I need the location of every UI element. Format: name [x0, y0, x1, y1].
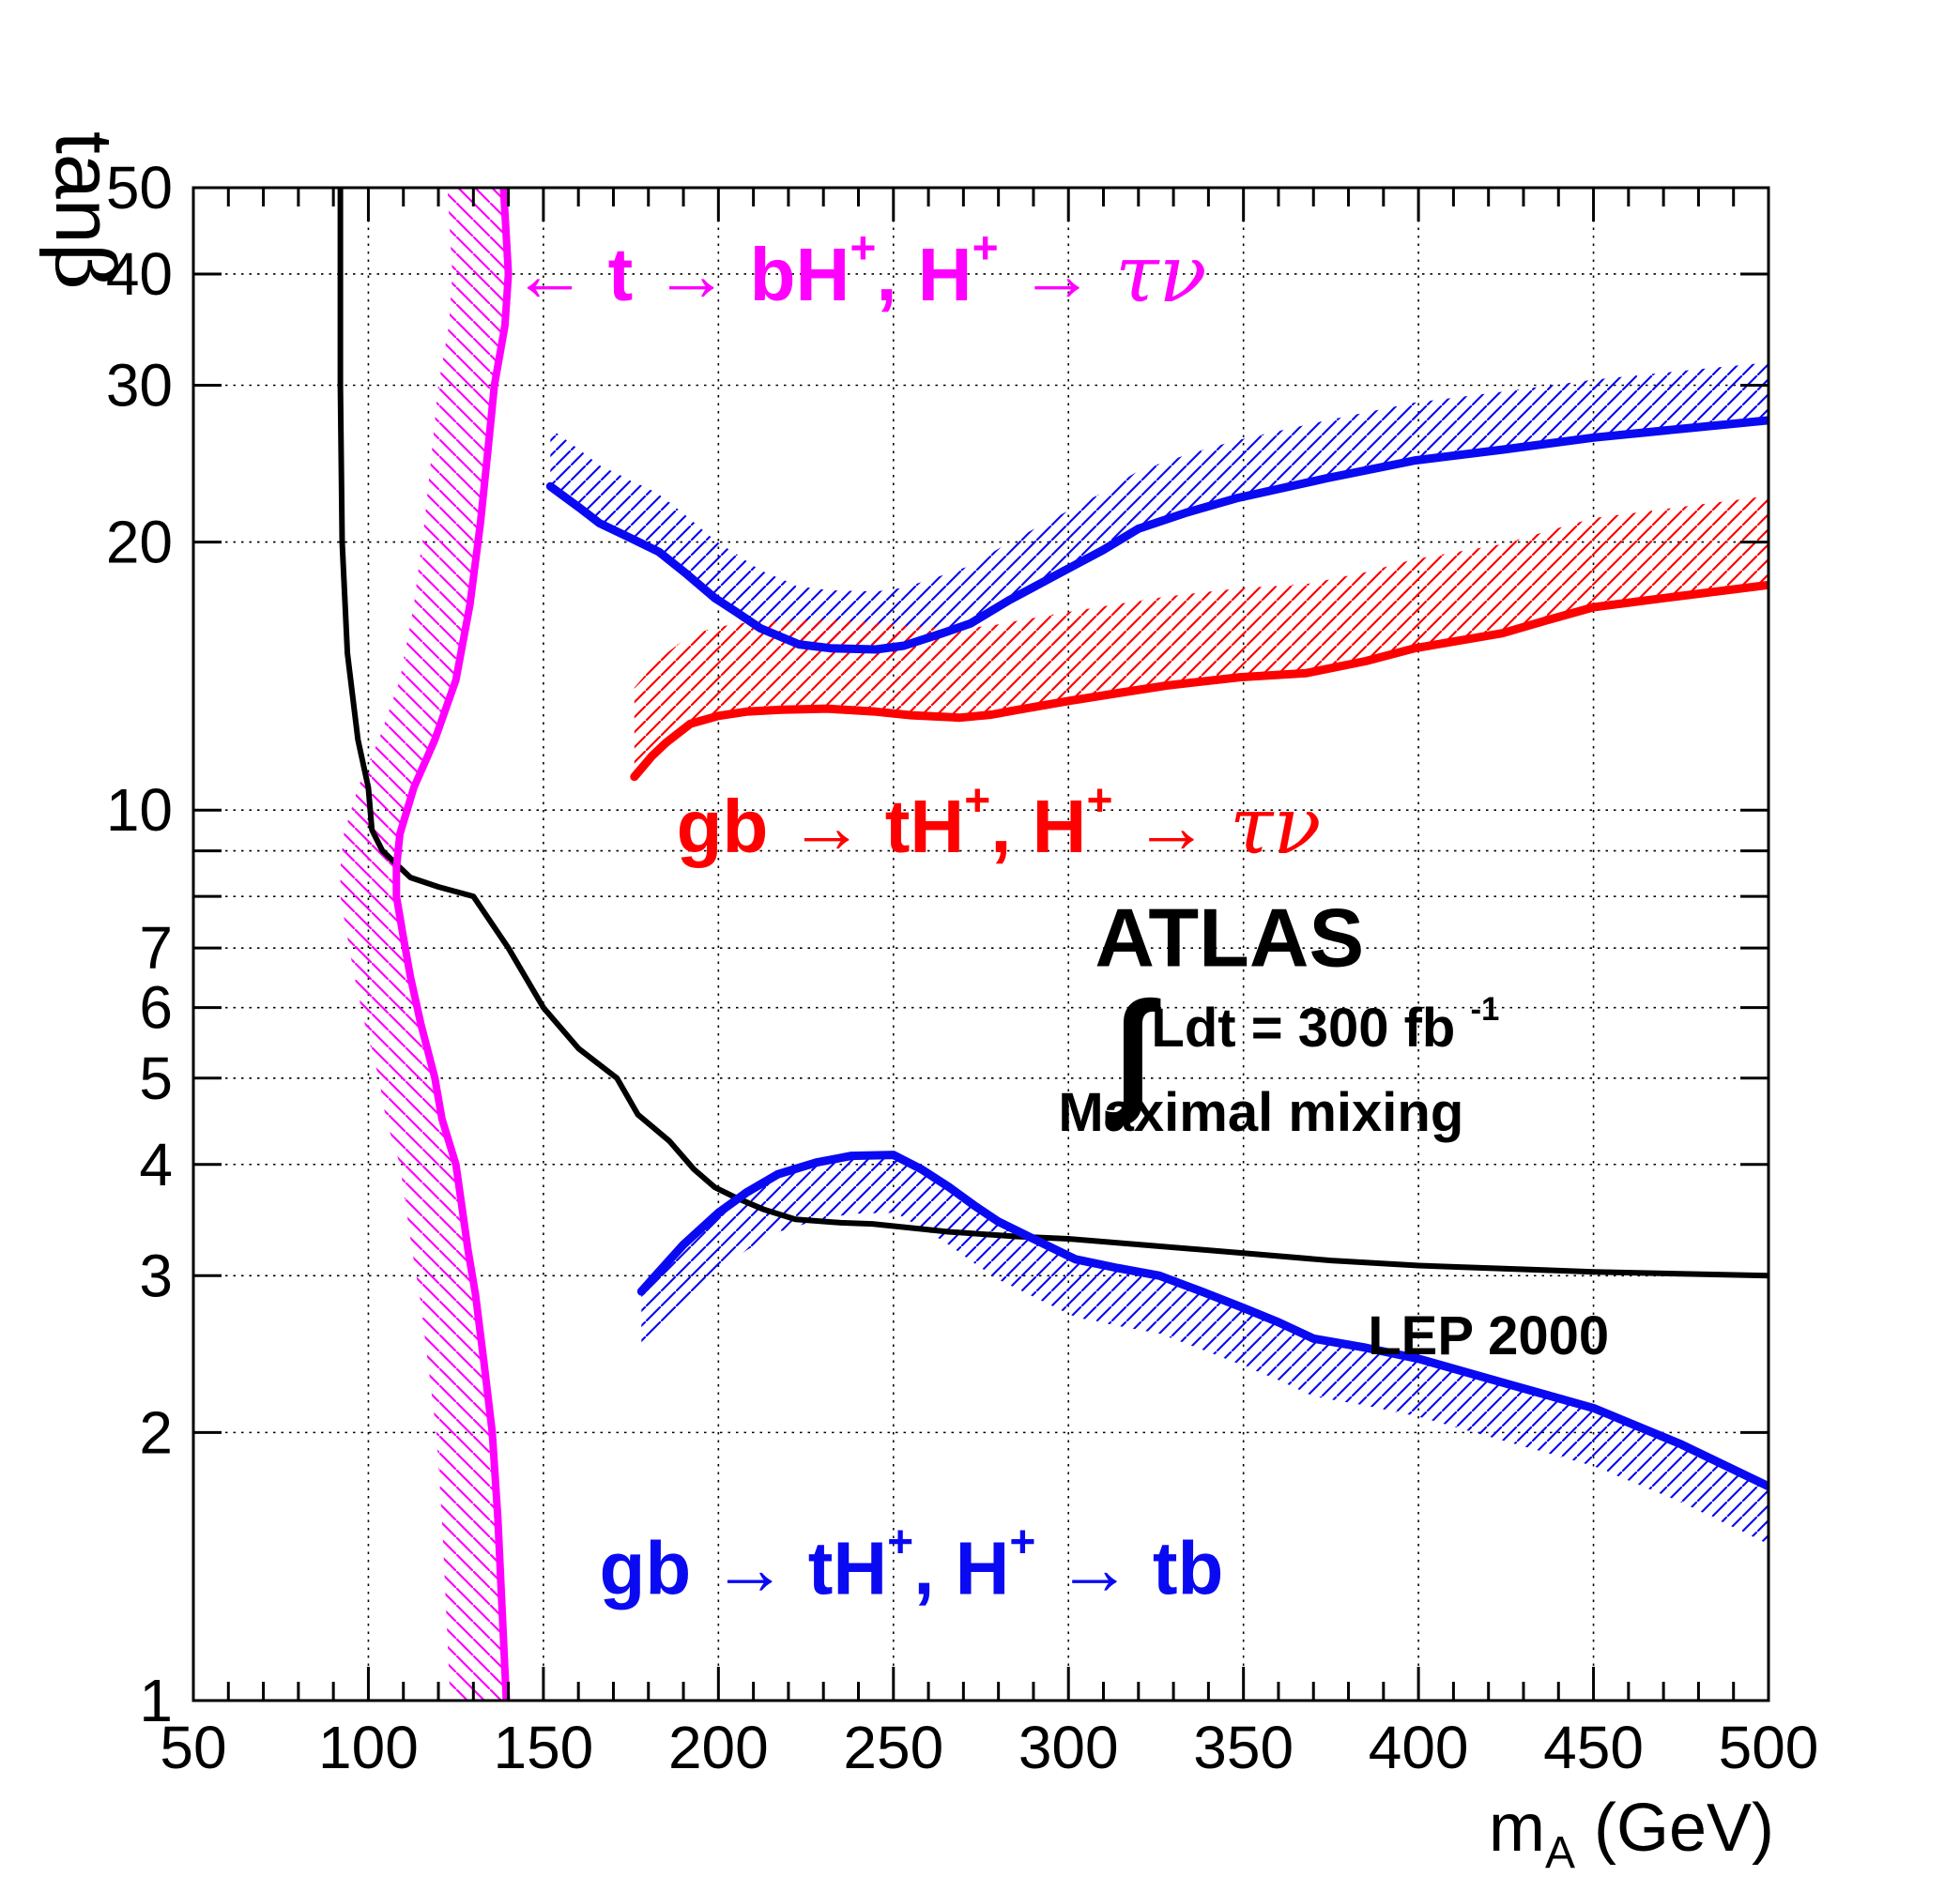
annotation-blue-channel-label-seg-5: +: [1009, 1518, 1035, 1567]
annotation-atlas-label-seg-0: ATLAS: [1095, 891, 1364, 984]
annotation-top-decay-label-seg-7: [999, 232, 1019, 315]
annotation-luminosity-label-seg-1: Ldt = 300 fb: [1151, 997, 1470, 1058]
tick-label-x-350: 350: [1193, 1714, 1294, 1781]
tick-label-x-100: 100: [318, 1714, 419, 1781]
plot-frame: [191, 186, 1770, 1702]
tick-label-y-7: 7: [139, 914, 173, 982]
x-axis-title-unit: (GeV): [1575, 1791, 1774, 1866]
annotation-blue-channel-label-seg-6: [1035, 1526, 1056, 1610]
curves: [337, 188, 1769, 1701]
band-tb-high: [550, 362, 1769, 649]
annotation-top-decay-label-seg-5: , H: [876, 232, 972, 315]
tick-label-y-30: 30: [106, 351, 173, 419]
annotation-top-decay-label-seg-8-arrow-icon: →: [1019, 232, 1095, 315]
x-axis-title-main: m: [1489, 1791, 1545, 1866]
annotation-red-channel-label-seg-7-arrow-icon: →: [1134, 785, 1209, 868]
annotation-blue-channel-label-seg-4: , H: [913, 1526, 1009, 1610]
y-axis-title-greek: β: [37, 244, 130, 291]
annotation-top-decay-label-seg-0-arrow-icon: ←: [512, 232, 607, 315]
annotation-blue-channel-label-seg-1-arrow-icon: →: [712, 1526, 788, 1610]
curve-taunu-red: [630, 580, 1769, 782]
tick-label-y-1: 1: [139, 1667, 173, 1734]
y-axis-title-main: tan: [38, 131, 129, 244]
tick-label-y-3: 3: [139, 1242, 173, 1309]
tick-label-x-500: 500: [1719, 1714, 1819, 1781]
tick-label-y-10: 10: [106, 776, 173, 844]
tick-label-x-300: 300: [1018, 1714, 1119, 1781]
annotation-mixing-label: Maximal mixing: [1058, 1081, 1463, 1142]
tick-label-y-6: 6: [139, 974, 173, 1042]
curve-top-decay: [392, 188, 513, 1701]
band-top-decay: [340, 188, 509, 1701]
annotation-red-channel-label-seg-0: gb: [677, 785, 789, 868]
tick-label-x-200: 200: [668, 1714, 769, 1781]
curve-tb-high: [545, 416, 1769, 654]
annotation-blue-channel-label-seg-2: tH: [788, 1526, 888, 1610]
annotation-blue-channel-label: gb → tH+, H+ → tb: [600, 1518, 1224, 1610]
band-taunu-red: [634, 496, 1769, 777]
curve-lep2000: [337, 188, 1769, 1279]
tick-label-y-40: 40: [106, 240, 173, 308]
annotation-red-channel-label: gb → tH+, H+ → τν: [677, 775, 1322, 872]
tick-label-y-50: 50: [106, 154, 173, 221]
annotation-luminosity-label-seg-2: -1: [1470, 991, 1499, 1028]
x-axis-title-sub: A: [1545, 1828, 1575, 1878]
annotation-blue-channel-label-seg-7-arrow-icon: →: [1057, 1526, 1132, 1610]
annotation-red-channel-label-seg-9: τν: [1230, 780, 1322, 872]
tick-label-x-250: 250: [843, 1714, 943, 1781]
annotation-lep-label: LEP 2000: [1368, 1305, 1609, 1366]
annotation-blue-channel-label-seg-8: tb: [1132, 1526, 1224, 1610]
annotation-top-decay-label: ← t → bH+, H+ → τν: [512, 223, 1206, 320]
x-axis-title: mA (GeV): [1489, 1791, 1774, 1878]
curve-tb-low: [636, 1151, 1769, 1491]
annotation-blue-channel-label-seg-3: +: [887, 1518, 913, 1567]
tick-label-y-5: 5: [139, 1045, 173, 1112]
tick-label-y-2: 2: [139, 1398, 173, 1466]
annotation-top-decay-label-seg-4: +: [850, 223, 876, 273]
axis-ticks: [191, 186, 1770, 1702]
band-tb-low: [641, 1154, 1769, 1545]
tick-label-y-4: 4: [139, 1131, 173, 1198]
annotation-lep-label-seg-0: LEP 2000: [1368, 1305, 1609, 1366]
annotation-top-decay-label-seg-1: t: [608, 232, 654, 315]
annotation-red-channel-label-seg-5: +: [1086, 775, 1112, 825]
annotation-top-decay-label-seg-9: [1095, 232, 1115, 315]
annotation-red-channel-label-seg-1-arrow-icon: →: [789, 785, 865, 868]
annotation-top-decay-label-seg-10: τν: [1115, 228, 1207, 320]
annotation-top-decay-label-seg-6: +: [972, 223, 999, 273]
annotation-red-channel-label-seg-8: [1209, 785, 1230, 868]
annotation-top-decay-label-seg-3: bH: [728, 232, 850, 315]
annotation-mixing-label-seg-0: Maximal mixing: [1058, 1081, 1463, 1142]
tick-label-x-450: 450: [1543, 1714, 1644, 1781]
annotation-blue-channel-label-seg-0: gb: [600, 1526, 712, 1610]
annotation-top-decay-label-seg-2-arrow-icon: →: [653, 232, 728, 315]
annotation-red-channel-label-seg-6: [1112, 785, 1133, 868]
annotation-red-channel-label-seg-3: +: [964, 775, 990, 825]
y-axis-title: tanβ: [37, 131, 130, 290]
annotation-red-channel-label-seg-2: tH: [865, 785, 965, 868]
tick-label-y-20: 20: [106, 509, 173, 576]
tick-label-x-150: 150: [493, 1714, 593, 1781]
tick-label-x-400: 400: [1369, 1714, 1469, 1781]
tick-labels: 50 100 150 200 250 300 350 400 450 500 1 2 3 4 567 10 20…: [106, 154, 1819, 1781]
annotation-atlas-label: ATLAS: [1095, 891, 1364, 984]
tick-label-x-50: 50: [160, 1714, 226, 1781]
exclusion-bands: [340, 188, 1769, 1701]
annotation-red-channel-label-seg-4: , H: [990, 785, 1086, 868]
